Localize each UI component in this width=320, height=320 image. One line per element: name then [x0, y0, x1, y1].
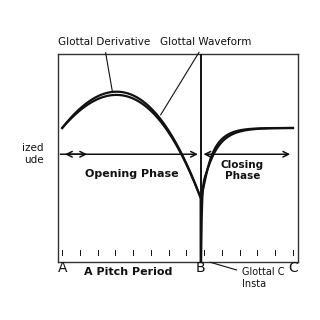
- Text: A Pitch Period: A Pitch Period: [84, 267, 173, 277]
- Text: ized
ude: ized ude: [22, 143, 44, 165]
- Text: Glottal Waveform: Glottal Waveform: [160, 37, 251, 115]
- Text: C: C: [288, 260, 298, 275]
- Text: Opening Phase: Opening Phase: [84, 169, 178, 179]
- Text: Glottal Derivative: Glottal Derivative: [58, 37, 150, 92]
- Text: B: B: [196, 260, 205, 275]
- Text: A: A: [58, 260, 67, 275]
- Text: Closing
Phase: Closing Phase: [221, 160, 264, 181]
- Text: Glottal C
Insta: Glottal C Insta: [210, 262, 285, 289]
